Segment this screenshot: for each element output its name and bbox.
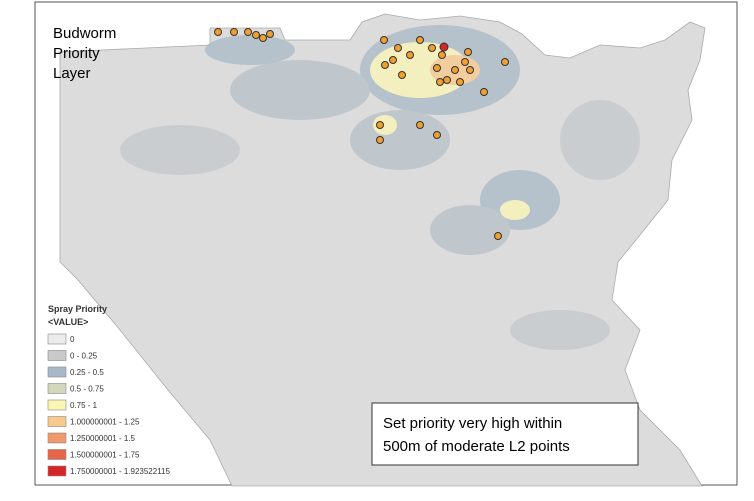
legend-label: 1.250000001 - 1.5: [70, 434, 135, 443]
note-line: Set priority very high within: [383, 415, 562, 432]
legend-label: 0: [70, 335, 75, 344]
legend-swatch: [47, 432, 67, 444]
legend-swatch: [47, 350, 67, 361]
legend-swatch: [47, 465, 67, 477]
legend-label: 0.75 - 1: [70, 401, 98, 410]
legend-label: 1.750000001 - 1.923522115: [70, 467, 170, 476]
legend-field: <VALUE>: [48, 317, 88, 327]
legend-title: Spray Priority: [48, 304, 107, 314]
title-line: Priority: [53, 45, 100, 62]
legend-label: 0.5 - 0.75: [70, 385, 104, 394]
note-box: [371, 402, 639, 466]
legend-label: 1.000000001 - 1.25: [70, 418, 140, 427]
legend-label: 0.25 - 0.5: [70, 368, 104, 377]
l2-points: [214, 28, 509, 240]
legend-swatch: [47, 333, 67, 345]
title-line: Budworm: [53, 25, 116, 42]
legend-swatch: [47, 399, 67, 411]
legend-swatch: [47, 416, 67, 427]
legend-label: 0 - 0.25: [70, 352, 98, 361]
legend-label: 1.500000001 - 1.75: [70, 451, 140, 460]
legend: Spray Priority <VALUE> 0 0 - 0.25 0.25 - 0…: [47, 304, 170, 477]
map-title: Budworm Priority Layer: [53, 25, 116, 82]
note-line: 500m of moderate L2 points: [383, 438, 570, 455]
title-line: Layer: [53, 65, 91, 82]
legend-swatch: [47, 383, 67, 394]
annotation: Set priority very high within 500m of mod…: [383, 415, 570, 455]
legend-swatch: [47, 449, 67, 460]
legend-swatch: [47, 366, 67, 378]
